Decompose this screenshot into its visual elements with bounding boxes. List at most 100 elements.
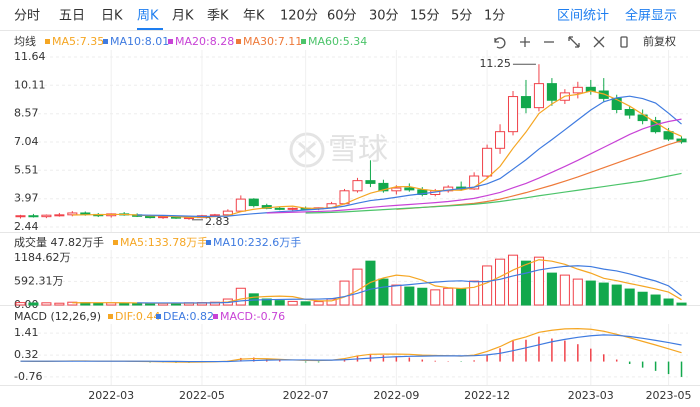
volume-bar <box>417 287 428 306</box>
period-tab[interactable]: 五日 <box>59 9 85 24</box>
legend-entry: DIF:0.44 <box>115 310 160 323</box>
candle-body <box>676 138 687 143</box>
period-tab[interactable]: 周K <box>137 9 159 24</box>
volume-bar <box>378 278 389 306</box>
candle-body <box>145 215 156 219</box>
volume-bar <box>352 268 363 306</box>
volume-bar <box>456 288 467 306</box>
volume-bar <box>533 256 544 306</box>
candle-body <box>352 180 363 192</box>
volume-bar <box>300 301 311 306</box>
volume-bar <box>559 274 570 306</box>
legend-swatch <box>103 39 108 44</box>
price-adjust[interactable]: 前复权 <box>643 34 676 48</box>
volume-bar <box>430 289 441 306</box>
candle-body <box>533 83 544 109</box>
legend-entry: MA60:5.34 <box>308 35 367 48</box>
candle-body <box>248 198 259 207</box>
candle-body <box>624 108 635 116</box>
toolbar-action[interactable]: 区间统计 <box>557 9 609 24</box>
legend-title: 成交量 47.82万手 <box>14 235 104 249</box>
volume-bar <box>585 280 596 306</box>
volume-bar <box>676 302 687 306</box>
candle-body <box>598 90 609 99</box>
y-tick-label: 5.51 <box>14 163 39 176</box>
volume-bar <box>507 254 519 306</box>
x-tick-label: 2022-12 <box>464 389 510 402</box>
period-tab[interactable]: 5分 <box>451 9 472 24</box>
candle-body <box>41 214 52 218</box>
legend-swatch <box>168 39 173 44</box>
y-tick-label: 7.04 <box>14 135 39 148</box>
legend-title: MACD (12,26,9) <box>14 310 101 323</box>
legend-swatch <box>236 39 241 44</box>
volume-bar <box>15 302 26 306</box>
period-tab[interactable]: 15分 <box>410 9 440 24</box>
legend-swatch <box>156 314 161 319</box>
period-tab[interactable]: 60分 <box>327 9 357 24</box>
volume-bar <box>637 291 648 306</box>
period-tab[interactable]: 日K <box>101 9 123 24</box>
y-tick-label: 8.57 <box>14 107 39 120</box>
volume-bar <box>469 280 480 306</box>
period-tab[interactable]: 120分 <box>280 9 318 24</box>
y-tick-label: 1184.62万 <box>14 251 71 264</box>
candle-body <box>274 207 285 210</box>
candle-body <box>378 182 389 192</box>
volume-bar <box>546 272 557 306</box>
candle-body <box>158 216 169 219</box>
legend-swatch <box>45 39 50 44</box>
y-tick-label: 0.00 <box>14 298 39 311</box>
volume-bar <box>663 298 674 306</box>
candle-body <box>222 210 233 216</box>
legend-entry: MA5:7.35 <box>52 35 104 48</box>
undo-icon[interactable] <box>494 37 506 49</box>
volume-bar <box>391 284 402 306</box>
legend-entry: MA20:8.28 <box>175 35 234 48</box>
legend-swatch <box>301 39 306 44</box>
legend-entry: DEA:0.82 <box>163 310 214 323</box>
y-tick-label: 10.11 <box>14 78 46 91</box>
x-tick-label: 2023-05 <box>646 389 692 402</box>
period-tab[interactable]: 1分 <box>484 9 505 24</box>
legend-title: 均线 <box>14 34 36 48</box>
indicator-line <box>137 265 682 304</box>
period-tab[interactable]: 分时 <box>14 9 40 24</box>
expand-icon[interactable] <box>568 36 580 48</box>
period-tab[interactable]: 年K <box>243 9 265 24</box>
y-tick-label: 0.32 <box>14 348 39 361</box>
low-label: 2.83 <box>205 215 230 228</box>
volume-bar <box>339 280 350 306</box>
x-tick-label: 2022-03 <box>88 389 134 402</box>
candle-body <box>546 83 557 101</box>
y-tick-label: 3.97 <box>14 192 39 205</box>
watermark: 雪球 <box>289 132 388 168</box>
legend-swatch <box>108 314 113 319</box>
candle-body <box>67 212 78 216</box>
volume-bar <box>235 287 246 306</box>
y-tick-label: -0.76 <box>14 370 42 383</box>
period-tab[interactable]: 季K <box>207 9 229 24</box>
volume-bar <box>41 302 52 306</box>
candle-body <box>404 187 415 191</box>
reset-icon[interactable] <box>593 36 605 48</box>
legend-entry: MA30:7.11 <box>243 35 302 48</box>
candle-body <box>365 180 376 184</box>
volume-bar <box>495 258 506 306</box>
period-tab[interactable]: 30分 <box>369 9 399 24</box>
indicator-line <box>72 90 682 218</box>
volume-bar <box>54 302 65 306</box>
period-tab[interactable]: 月K <box>172 9 194 24</box>
candle-body <box>482 147 493 177</box>
watermark-text: 雪球 <box>328 133 388 168</box>
volume-bar <box>520 260 532 306</box>
candle-style-icon[interactable] <box>620 36 628 48</box>
indicator-line <box>266 118 682 214</box>
volume-bar <box>572 278 583 306</box>
legend-swatch <box>113 240 118 245</box>
chart-tools <box>494 36 628 49</box>
candle-body <box>663 131 674 140</box>
toolbar-action[interactable]: 全屏显示 <box>625 8 677 24</box>
legend-entry: MA10:232.6万手 <box>213 235 301 249</box>
zoom-in-icon[interactable] <box>520 37 530 47</box>
